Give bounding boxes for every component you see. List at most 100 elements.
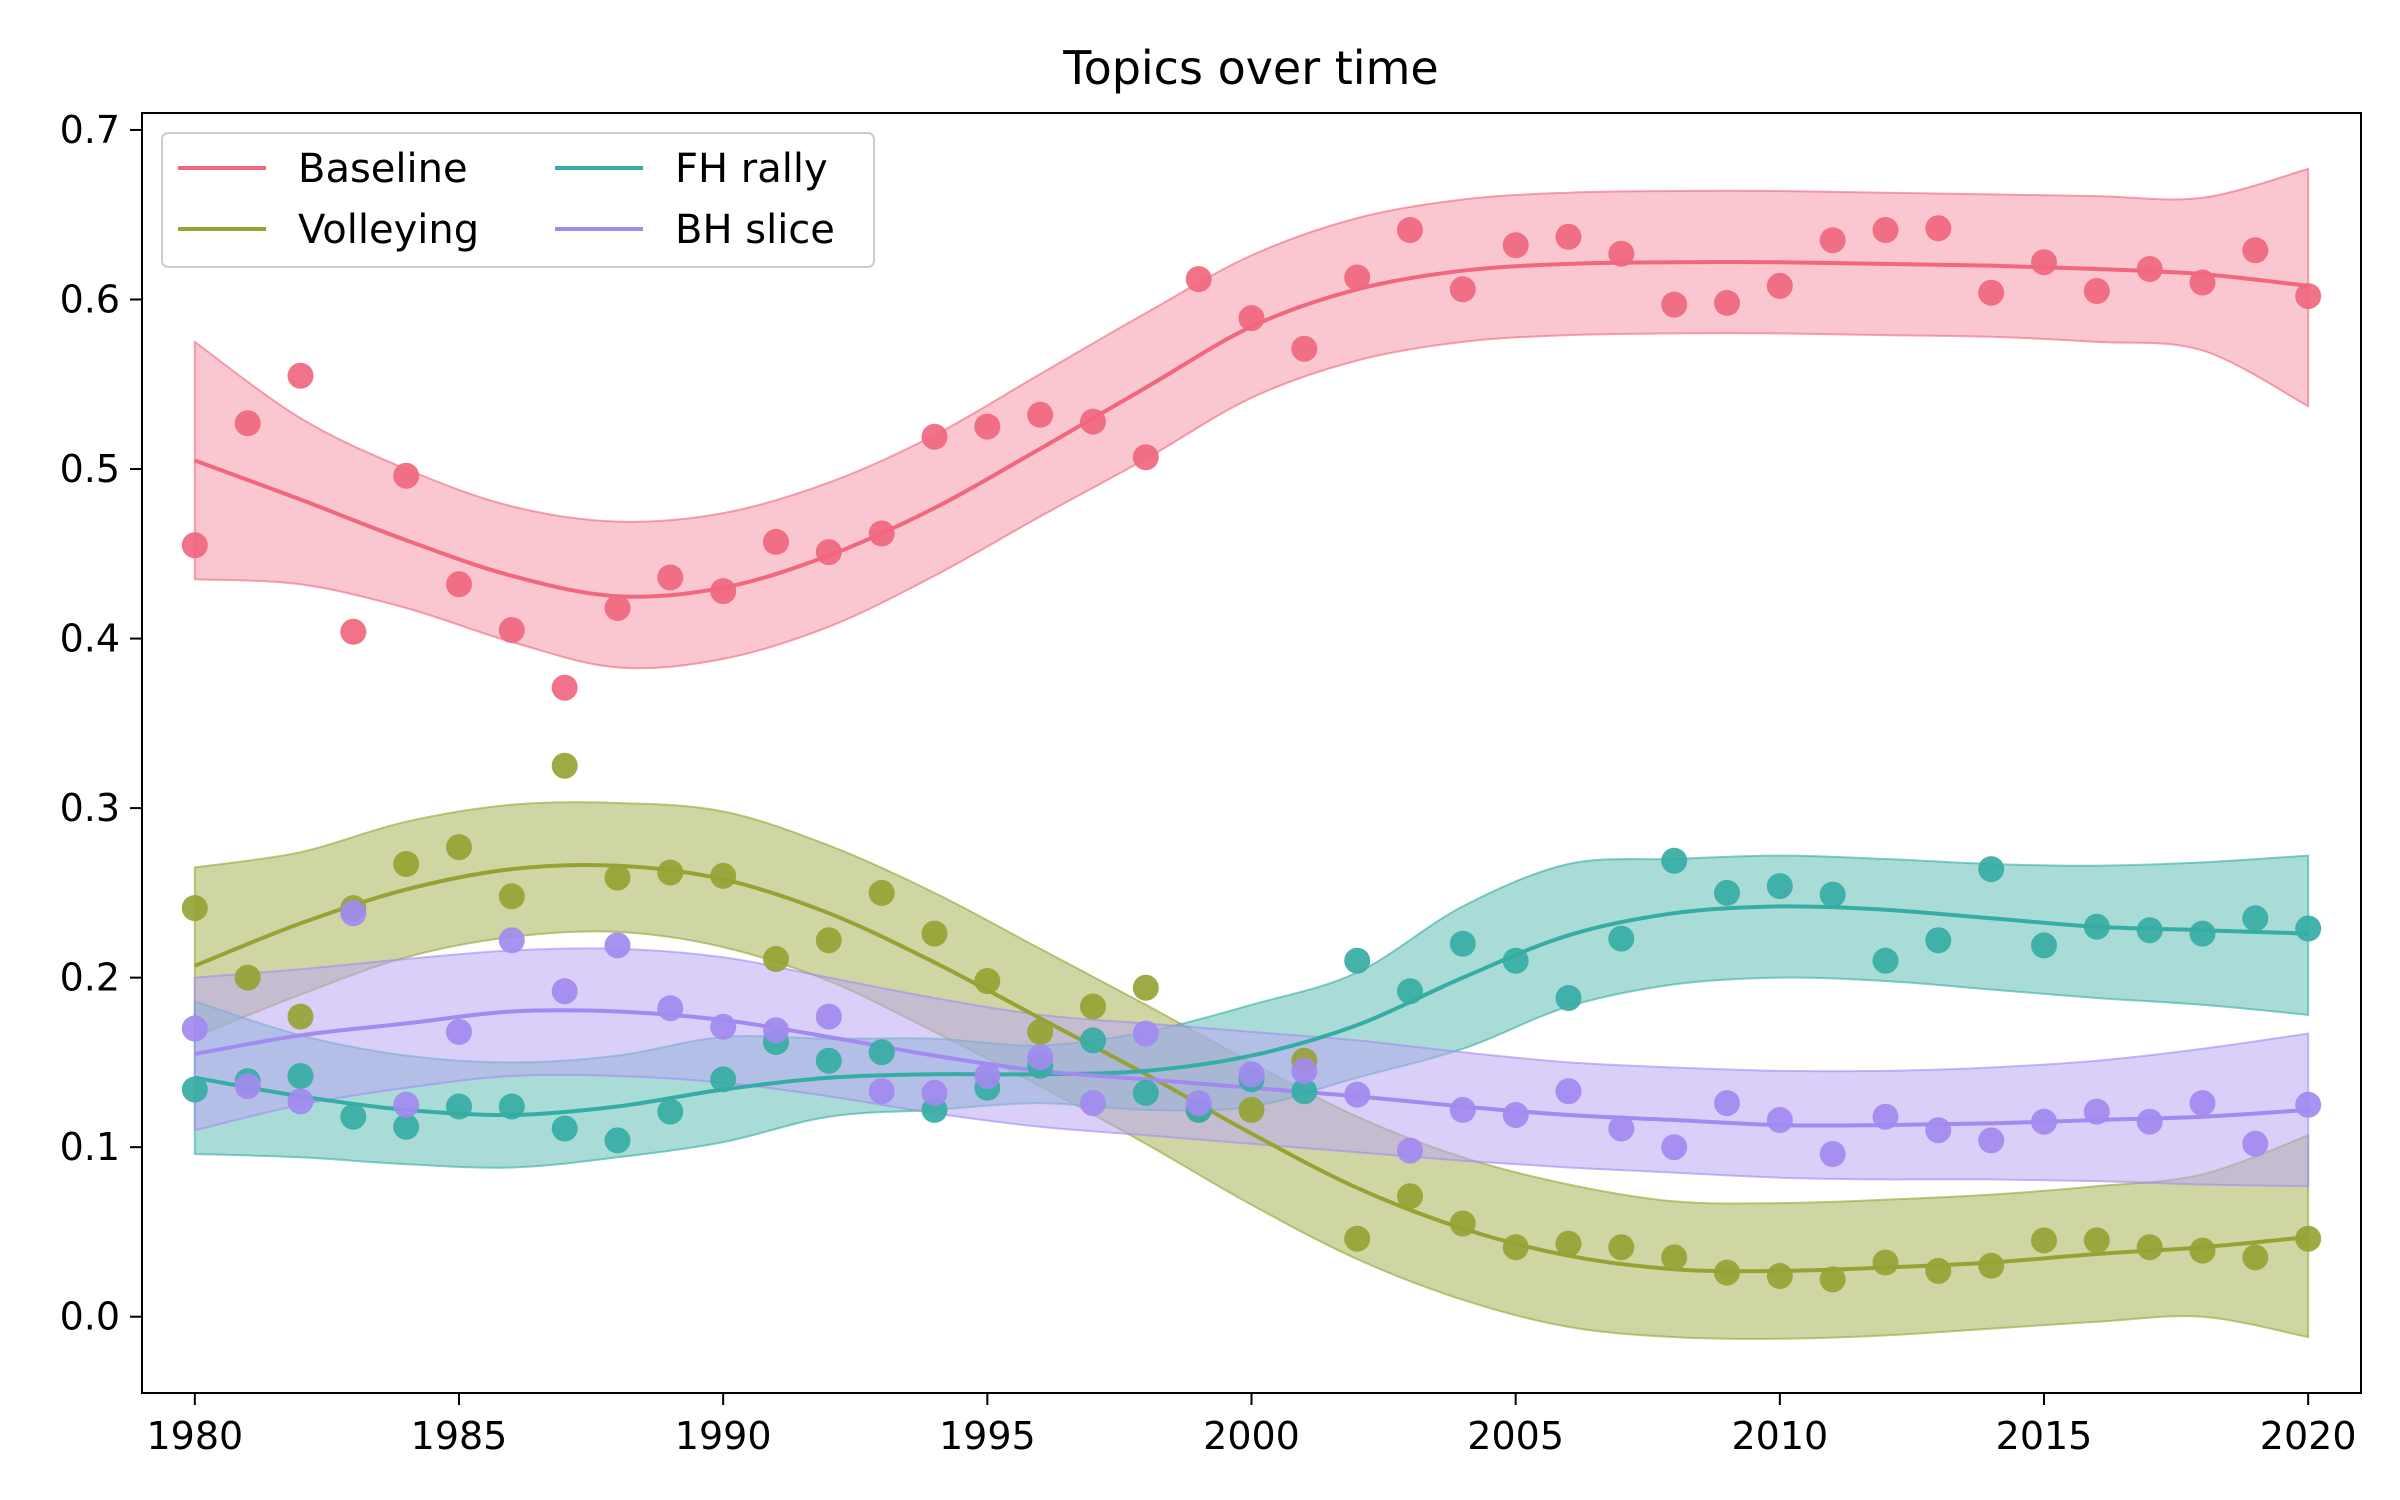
- point-baseline: [1238, 305, 1265, 332]
- point-bh-slice: [1080, 1090, 1106, 1117]
- y-tick-label: 0.0: [60, 1295, 120, 1339]
- point-baseline: [446, 571, 472, 598]
- legend-label-fh-rally: FH rally: [675, 146, 828, 192]
- point-fh-rally: [498, 1093, 525, 1120]
- point-fh-rally: [1661, 847, 1688, 874]
- point-baseline: [234, 410, 261, 437]
- point-volleying: [1608, 1234, 1635, 1261]
- point-bh-slice: [868, 1078, 895, 1105]
- point-baseline: [2083, 278, 2110, 304]
- point-bh-slice: [1714, 1090, 1740, 1117]
- fit-line-fh-rally: [194, 904, 2309, 1118]
- point-baseline: [604, 595, 631, 621]
- y-tick-label: 0.5: [60, 447, 120, 491]
- point-volleying: [868, 879, 895, 906]
- legend-box: [161, 132, 875, 268]
- point-fh-rally: [446, 1093, 472, 1120]
- point-bh-slice: [2136, 1108, 2163, 1135]
- point-baseline: [1080, 408, 1106, 435]
- point-baseline: [1661, 291, 1688, 318]
- point-fh-rally: [710, 1066, 737, 1093]
- point-baseline: [763, 528, 789, 555]
- point-volleying: [1555, 1230, 1582, 1257]
- point-fh-rally: [1080, 1027, 1106, 1054]
- point-bh-slice: [1872, 1103, 1899, 1130]
- point-bh-slice: [181, 1015, 208, 1042]
- point-baseline: [1819, 227, 1846, 254]
- point-baseline: [1766, 272, 1793, 299]
- point-baseline: [974, 413, 1001, 440]
- point-baseline: [1449, 276, 1476, 303]
- point-baseline: [340, 618, 367, 645]
- point-bh-slice: [657, 995, 684, 1022]
- point-bh-slice: [1185, 1090, 1212, 1117]
- point-bh-slice: [1608, 1115, 1635, 1142]
- point-volleying: [1397, 1183, 1423, 1210]
- point-baseline: [551, 674, 578, 701]
- point-baseline: [2031, 249, 2057, 276]
- point-fh-rally: [1925, 927, 1952, 954]
- y-tick-label: 0.7: [60, 108, 120, 152]
- legend-label-volleying: Volleying: [298, 207, 479, 253]
- point-volleying: [1238, 1096, 1265, 1123]
- point-volleying: [551, 752, 578, 779]
- point-bh-slice: [815, 1003, 842, 1030]
- point-fh-rally: [1132, 1079, 1159, 1106]
- point-baseline: [2189, 269, 2216, 296]
- point-volleying: [287, 1003, 314, 1030]
- point-baseline: [1502, 232, 1529, 259]
- point-volleying: [1819, 1266, 1846, 1293]
- point-bh-slice: [604, 932, 631, 959]
- point-baseline: [1185, 266, 1212, 293]
- y-axis: 0.0 0.1 0.2 0.3 0.4 0.5 0.6 0.7: [60, 108, 142, 1339]
- point-fh-rally: [1714, 879, 1740, 906]
- point-baseline: [1027, 401, 1054, 428]
- point-baseline: [657, 564, 684, 591]
- point-fh-rally: [1819, 881, 1846, 908]
- point-volleying: [1766, 1263, 1793, 1289]
- point-volleying: [921, 920, 948, 947]
- point-bh-slice: [2242, 1130, 2269, 1157]
- point-bh-slice: [974, 1063, 1001, 1089]
- point-volleying: [2031, 1227, 2057, 1254]
- point-volleying: [1978, 1252, 2005, 1279]
- point-bh-slice: [1819, 1141, 1846, 1167]
- point-fh-rally: [551, 1115, 578, 1142]
- point-volleying: [1661, 1244, 1688, 1271]
- point-bh-slice: [498, 927, 525, 954]
- point-volleying: [234, 964, 261, 991]
- point-fh-rally: [1608, 925, 1635, 952]
- x-tick-label: 1990: [675, 1414, 772, 1458]
- point-fh-rally: [1978, 856, 2005, 883]
- x-tick-label: 1980: [146, 1414, 243, 1458]
- point-bh-slice: [2295, 1091, 2322, 1118]
- point-baseline: [1925, 215, 1952, 242]
- point-bh-slice: [1344, 1081, 1371, 1108]
- point-volleying: [2136, 1234, 2163, 1261]
- point-fh-rally: [2083, 913, 2110, 940]
- point-volleying: [1502, 1234, 1529, 1261]
- point-volleying: [815, 927, 842, 954]
- x-tick-label: 1995: [939, 1414, 1036, 1458]
- point-baseline: [868, 520, 895, 547]
- data-points: [181, 215, 2322, 1293]
- y-tick-label: 0.2: [60, 956, 120, 1000]
- point-fh-rally: [1502, 947, 1529, 974]
- point-bh-slice: [1925, 1117, 1952, 1144]
- point-fh-rally: [340, 1103, 367, 1130]
- legend-label-baseline: Baseline: [298, 146, 468, 192]
- point-volleying: [1132, 974, 1159, 1001]
- point-bh-slice: [1978, 1127, 2005, 1154]
- point-baseline: [2242, 237, 2269, 264]
- point-volleying: [181, 895, 208, 922]
- point-baseline: [1291, 335, 1318, 362]
- point-fh-rally: [2189, 920, 2216, 947]
- point-fh-rally: [657, 1098, 684, 1125]
- point-volleying: [2242, 1244, 2269, 1271]
- point-volleying: [1925, 1257, 1952, 1284]
- point-baseline: [1397, 217, 1423, 243]
- point-fh-rally: [815, 1047, 842, 1074]
- point-fh-rally: [604, 1127, 631, 1154]
- point-volleying: [1080, 993, 1106, 1020]
- point-bh-slice: [393, 1091, 420, 1118]
